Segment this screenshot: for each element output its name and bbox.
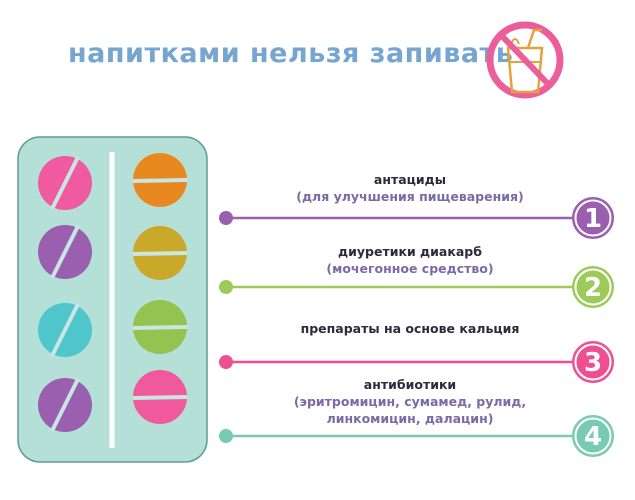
item-name: препараты на основе кальция — [300, 321, 520, 336]
item-4-text: антибиотики (эритромицин, сумамед, рулид… — [245, 376, 575, 427]
no-drink-icon — [486, 21, 564, 99]
item-2-connector: 2 — [219, 266, 614, 308]
item-name: антациды — [373, 172, 447, 187]
pill — [38, 378, 92, 432]
pill — [132, 226, 188, 280]
pill — [38, 303, 92, 357]
item-1-connector: 1 — [219, 197, 614, 239]
pill — [38, 156, 92, 210]
pill — [38, 225, 92, 279]
item-number: 4 — [584, 422, 602, 452]
item-detail: (для улучшения пищеварения) — [296, 189, 524, 204]
item-number: 2 — [584, 273, 602, 303]
item-4-connector: 4 — [219, 415, 614, 457]
item-name: диуретики диакарб — [338, 244, 482, 259]
page-title: напитками нельзя запивать — [68, 38, 514, 69]
item-name: антибиотики — [363, 377, 457, 392]
pill — [132, 370, 188, 424]
item-number: 1 — [584, 204, 602, 234]
item-3-text: препараты на основе кальция — [245, 320, 575, 337]
item-1-text: антациды (для улучшения пищеварения) — [245, 171, 575, 205]
item-2-text: диуретики диакарб (мочегонное средство) — [245, 243, 575, 277]
pill — [132, 300, 188, 354]
item-detail-cont: линкомицин, далацин) — [326, 411, 494, 426]
item-detail: (эритромицин, сумамед, рулид, — [293, 394, 527, 409]
item-number: 3 — [584, 348, 602, 378]
item-detail: (мочегонное средство) — [326, 261, 494, 276]
item-3-connector: 3 — [219, 341, 614, 383]
pill — [132, 153, 188, 207]
